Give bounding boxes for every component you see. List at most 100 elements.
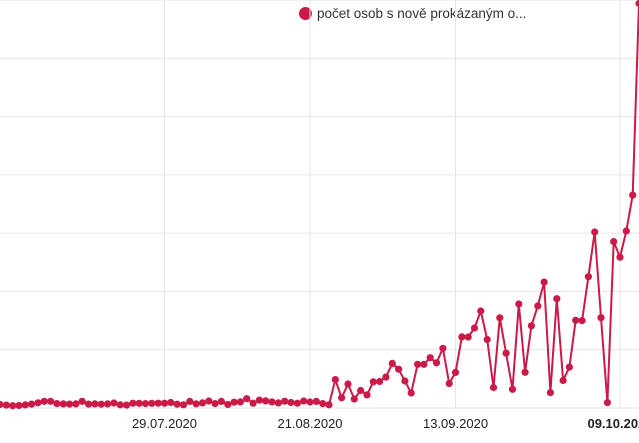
data-point [401,377,409,385]
data-point [236,398,244,406]
data-point [116,401,124,409]
data-point [141,400,150,408]
data-point [483,335,491,344]
data-point [173,400,181,408]
data-point [420,360,428,368]
data-point [198,399,207,407]
data-point [357,386,365,395]
data-point [160,399,169,407]
data-point [502,349,510,357]
data-point [2,401,10,409]
data-point [281,397,289,405]
data-point [110,399,118,407]
data-point [603,399,612,407]
data-point [508,385,517,393]
data-point [458,333,466,341]
data-point [230,398,238,406]
data-point [489,383,498,392]
data-point [47,397,55,405]
data-point [616,253,624,261]
data-point [135,399,143,407]
x-tick-label: 13.09.2020 [423,416,488,431]
data-point [584,273,593,281]
data-point [515,300,523,308]
data-point [376,377,384,386]
data-point [205,397,213,405]
data-point [15,401,23,410]
data-point [578,317,586,325]
data-point [496,314,504,322]
data-point [451,368,460,376]
data-point [255,396,263,404]
data-point [464,333,472,341]
data-point [186,397,194,405]
data-point [262,397,270,405]
data-point [287,398,295,407]
data-point [243,395,251,403]
data-point [344,380,352,388]
chart-legend[interactable]: počet osob s nově prokázaným o... [299,6,526,21]
data-point [319,400,327,408]
data-point [66,400,74,408]
data-point [540,278,548,286]
data-point [414,360,422,368]
data-point [224,400,232,409]
data-point [369,378,377,386]
data-point [629,191,637,199]
data-point [91,400,99,408]
data-point [407,389,415,397]
data-point [546,389,555,397]
data-point [21,401,29,409]
data-point [154,399,162,407]
legend-label: počet osob s nově prokázaným o... [317,6,527,21]
data-point [78,397,86,405]
data-point [167,398,175,407]
data-point [350,395,358,403]
data-point [565,363,574,371]
data-point [597,314,605,322]
legend-marker-icon [299,7,312,20]
data-point [34,399,42,407]
data-point [325,401,333,409]
x-tick-label: 29.07.2020 [132,416,197,431]
data-point [28,400,36,408]
data-point [331,376,339,384]
data-point [622,227,630,235]
data-point [0,400,4,409]
data-point [211,400,219,408]
data-point [293,399,301,407]
data-point [274,399,282,407]
data-point [559,376,567,385]
data-point [306,398,314,406]
data-point [59,400,67,408]
data-point [249,399,257,407]
data-point [104,400,112,408]
data-point [312,397,320,405]
data-point [610,238,618,246]
data-point [300,397,308,405]
data-point [432,359,441,367]
data-point [40,397,48,405]
series-line-layer [0,3,639,407]
data-point [53,400,61,408]
data-point [217,397,225,405]
data-point [9,402,17,410]
x-tick-label: 21.08.2020 [277,416,342,431]
data-point [122,401,131,409]
data-point [268,398,276,406]
data-point [72,400,80,408]
data-point [635,0,639,8]
data-point [572,316,580,324]
x-tick-label: 09.10.2020 [587,416,639,431]
data-point [521,368,529,376]
data-point [129,399,137,407]
data-point [439,344,447,352]
data-point [527,322,536,330]
data-point [395,365,403,373]
grid-layer [0,0,639,409]
data-point [445,379,453,388]
data-point [477,307,485,315]
series-line [0,3,639,407]
data-point-layer [0,0,639,410]
